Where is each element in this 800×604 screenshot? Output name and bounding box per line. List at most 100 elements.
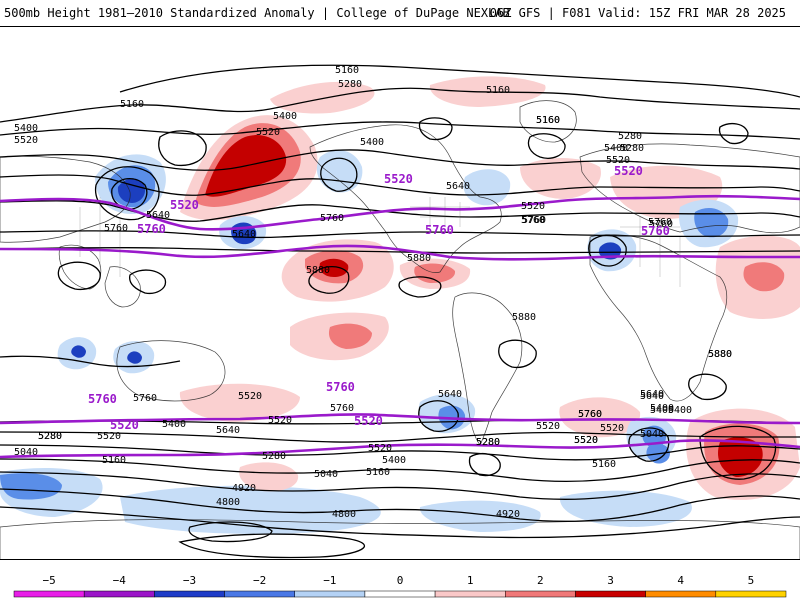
highlight-label: 5520 [170,198,199,212]
contour-label: 5160 [366,467,390,478]
negative-anomaly-area [316,150,363,193]
colorbar-cell [154,590,225,598]
colorbar-tick-label: 3 [607,574,614,587]
highlight-label: 5520 [354,414,383,428]
contour-label: 5400 [604,143,628,154]
contour-label: 5400 [360,137,384,148]
colorbar-tick-label: 1 [467,574,474,587]
contour-label: 5640 [438,389,462,400]
highlight-label: 5520 [614,164,643,178]
colorbar-tick-label: 0 [397,574,404,587]
anomaly-map: 5160 5280 5160 5160 5400 5520 5400 5400 … [0,64,800,559]
positive-anomaly-area [328,323,372,349]
contour-label: 5520 [536,421,560,432]
highlight-label: 5760 [425,223,454,237]
highlight-label: 5760 [641,224,670,238]
contour-label: 5520 [600,423,624,434]
contour-label: 5280 [338,79,362,90]
positive-anomaly-area [520,158,601,199]
colorbar-cell [83,590,155,598]
contour-label: 5520 [368,443,392,454]
contour-label: 5160 [102,455,126,466]
colorbar-cell [294,590,366,598]
positive-anomaly-area [270,81,375,114]
negative-anomaly-area [117,178,146,203]
colorbar-cell [715,590,787,598]
contour-label: 5880 [306,265,330,276]
contour-label: 5640 [232,229,256,240]
contour-label: 5160 [335,65,359,76]
contour-labels: 5160 5280 5160 5160 5400 5520 5400 5400 … [14,65,732,520]
contour-label: 5520 [238,391,262,402]
contour-label: 5280 [38,431,62,442]
colorbar-tick-label: −2 [253,574,266,587]
contour-label: 5400 [14,123,38,134]
model-valid-time: 06Z GFS | F081 Valid: 15Z FRI MAR 28 202… [489,6,786,20]
contour-label: 5400 [162,419,186,430]
contour-label: 5760 [521,215,545,226]
contour-label: 5400 [382,455,406,466]
contour-label: 5760 [649,219,673,230]
contour-label: 5280 [38,431,62,442]
highlight-labels: 5520 5520 5760 5760 5760 5520 5760 5520 … [88,164,670,432]
contour-label: 4800 [216,497,240,508]
negative-anomaly-area [0,473,62,500]
contour-label: 5520 [97,431,121,442]
negative-anomaly-area [559,490,692,527]
contour-label: 5640 [146,210,170,221]
contour-label: 4920 [496,509,520,520]
map-panel: 5160 5280 5160 5160 5400 5520 5400 5400 … [0,26,800,560]
contour-label: 5520 [606,155,630,166]
highlight-label: 5760 [137,222,166,236]
positive-anomaly-area [319,258,349,277]
positive-anomaly-area [743,262,785,292]
contour-label: 4800 [332,509,356,520]
highlight-label: 5760 [326,380,355,394]
contour-label: 5640 [640,391,664,402]
contour-label: 5760 [330,403,354,414]
contour-label: 5280 [262,451,286,462]
negative-anomaly-area [71,345,86,358]
colorbar-cells [13,590,787,598]
header: 500mb Height 1981–2010 Standardized Anom… [0,0,800,26]
highlight-contours [0,194,800,459]
negative-anomaly-area [694,207,729,238]
contour-label: 5280 [620,143,644,154]
contour-label: 5520 [574,435,598,446]
colorbar-tick-label: 5 [748,574,755,587]
contour-label: 5520 [14,135,38,146]
borders [79,197,681,287]
highlight-label: 5520 [384,172,413,186]
colorbar-tick-label: −3 [183,574,196,587]
contour-label: 5880 [708,349,732,360]
contour-label: 5520 [574,435,598,446]
colorbar-tick-label: −5 [42,574,55,587]
colorbar-cell [645,590,717,598]
colorbar-tick-label: 4 [677,574,684,587]
contour-label: 5760 [648,217,672,228]
contour-label: 5640 [640,389,664,400]
contour-label: 5760 [133,393,157,404]
height-contours [0,64,800,559]
positive-anomaly-area [179,383,300,422]
contour-label: 5160 [486,85,510,96]
contour-label: 5880 [407,253,431,264]
contour-label: 5400 [668,405,692,416]
colorbar-scale: −5 −4 −3 −2 −1 0 1 2 3 4 5 [13,574,787,598]
contour-label: 5880 [512,312,536,323]
contour-label: 5280 [476,437,500,448]
anomaly-shading [0,76,800,534]
contour-label: 5040 [314,469,338,480]
positive-anomaly-area [414,263,456,283]
contour-label: 5640 [216,425,240,436]
colorbar-tick-label: −1 [323,574,336,587]
colorbar-tick-label: −4 [113,574,127,587]
contour-label: 5040 [14,447,38,458]
contour-label: 5400 [650,403,674,414]
negative-anomaly-area [127,351,142,364]
negative-anomaly-area [463,169,511,206]
colorbar-cell [434,590,506,598]
contour-label: 5520 [268,415,292,426]
colorbar: −5 −4 −3 −2 −1 0 1 2 3 4 5 [0,560,800,600]
colorbar-tick-label: 2 [537,574,544,587]
